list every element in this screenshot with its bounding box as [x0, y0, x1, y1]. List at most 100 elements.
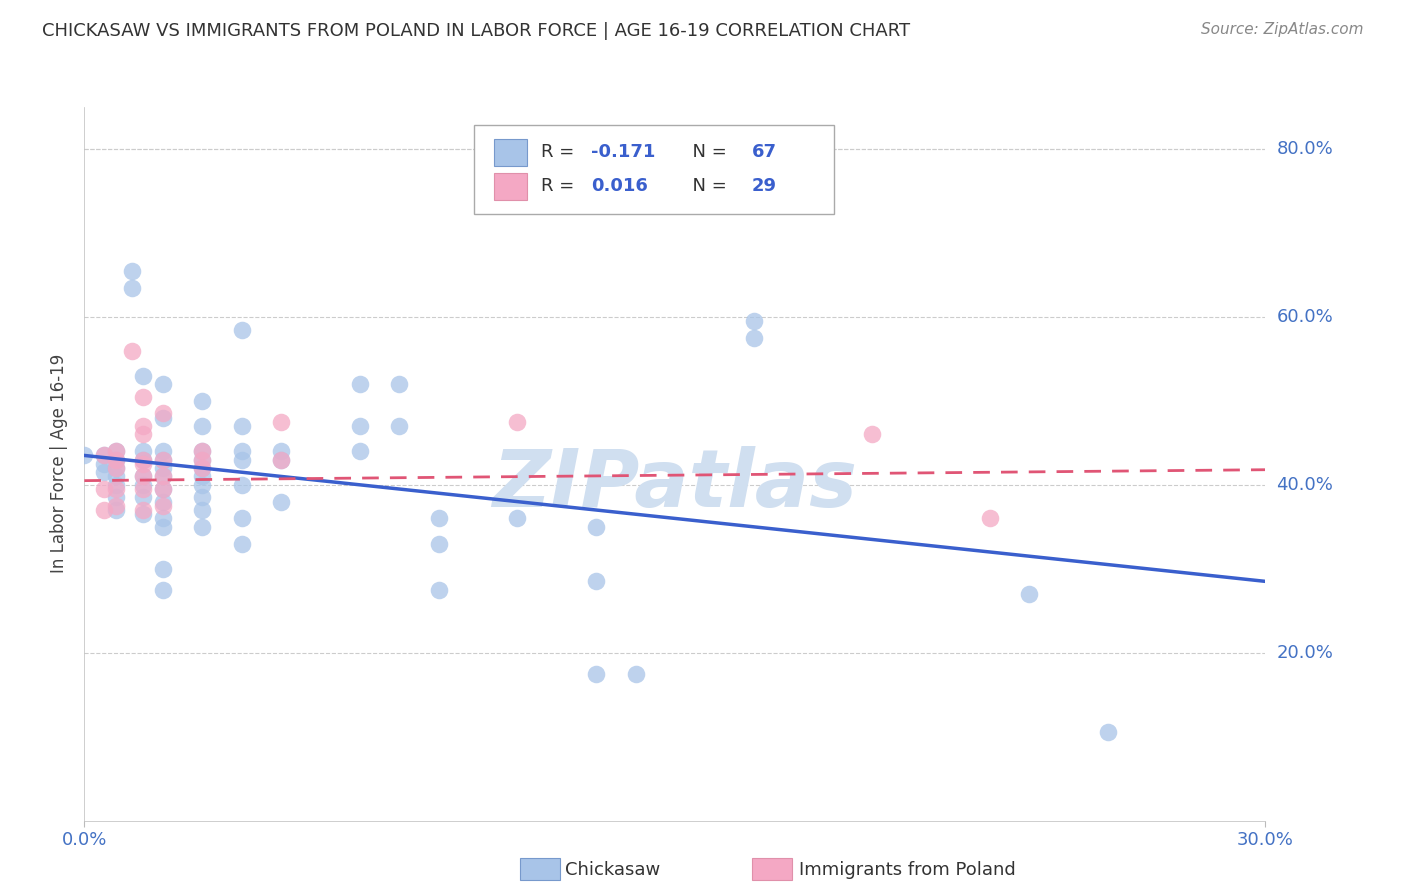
Point — [191, 520, 214, 534]
Point — [104, 503, 127, 517]
Point — [121, 343, 143, 358]
Point — [104, 491, 127, 505]
Point — [132, 457, 155, 471]
Point — [104, 469, 127, 483]
Point — [231, 322, 253, 336]
Point — [132, 478, 155, 492]
Point — [152, 444, 174, 458]
Point — [132, 503, 155, 517]
Point — [585, 666, 607, 681]
Point — [152, 499, 174, 513]
Text: 67: 67 — [752, 143, 776, 161]
Point — [270, 444, 292, 458]
Text: Source: ZipAtlas.com: Source: ZipAtlas.com — [1201, 22, 1364, 37]
Text: 60.0%: 60.0% — [1277, 308, 1333, 326]
Point — [191, 452, 214, 467]
Point — [132, 507, 155, 521]
Point — [104, 452, 127, 467]
Point — [191, 444, 214, 458]
Point — [152, 494, 174, 508]
Text: 0.016: 0.016 — [591, 177, 648, 194]
Point — [152, 452, 174, 467]
Point — [93, 449, 115, 463]
Text: ZIPatlas: ZIPatlas — [492, 446, 858, 524]
Point — [152, 452, 174, 467]
Point — [191, 419, 214, 434]
Point — [104, 444, 127, 458]
Point — [742, 314, 765, 328]
Text: Immigrants from Poland: Immigrants from Poland — [799, 861, 1015, 879]
Point — [270, 452, 292, 467]
Point — [624, 666, 647, 681]
Text: 40.0%: 40.0% — [1277, 475, 1333, 494]
Point — [104, 452, 127, 467]
Point — [104, 444, 127, 458]
Point — [152, 461, 174, 475]
Text: N =: N = — [681, 177, 733, 194]
Text: 20.0%: 20.0% — [1277, 644, 1333, 662]
FancyBboxPatch shape — [474, 125, 834, 214]
Point — [152, 407, 174, 421]
Point — [132, 452, 155, 467]
Point — [152, 562, 174, 576]
Point — [191, 452, 214, 467]
Point — [270, 452, 292, 467]
Point — [152, 377, 174, 392]
Point — [132, 444, 155, 458]
Point — [132, 427, 155, 442]
Point — [349, 377, 371, 392]
Point — [152, 469, 174, 483]
Point — [231, 511, 253, 525]
Text: R =: R = — [541, 143, 581, 161]
Point — [1018, 587, 1040, 601]
Text: 80.0%: 80.0% — [1277, 140, 1333, 158]
Text: Chickasaw: Chickasaw — [565, 861, 661, 879]
Point — [506, 415, 529, 429]
Point — [73, 449, 96, 463]
Point — [132, 368, 155, 383]
Point — [104, 461, 127, 475]
Point — [121, 264, 143, 278]
Point — [427, 511, 450, 525]
Point — [132, 469, 155, 483]
Point — [93, 503, 115, 517]
Point — [93, 449, 115, 463]
Point — [132, 390, 155, 404]
Point — [104, 499, 127, 513]
Point — [427, 536, 450, 550]
Point — [191, 491, 214, 505]
Point — [231, 452, 253, 467]
Point — [191, 393, 214, 408]
FancyBboxPatch shape — [494, 139, 527, 166]
Point — [270, 415, 292, 429]
Point — [152, 469, 174, 483]
Point — [132, 469, 155, 483]
Point — [349, 444, 371, 458]
Point — [152, 410, 174, 425]
Point — [585, 520, 607, 534]
Point — [388, 377, 411, 392]
Point — [152, 511, 174, 525]
Point — [270, 494, 292, 508]
Point — [104, 461, 127, 475]
Point — [585, 574, 607, 589]
Point — [860, 427, 883, 442]
Point — [132, 452, 155, 467]
Point — [979, 511, 1001, 525]
Point — [104, 478, 127, 492]
Point — [349, 419, 371, 434]
Text: CHICKASAW VS IMMIGRANTS FROM POLAND IN LABOR FORCE | AGE 16-19 CORRELATION CHART: CHICKASAW VS IMMIGRANTS FROM POLAND IN L… — [42, 22, 910, 40]
Point — [506, 511, 529, 525]
Point — [231, 536, 253, 550]
Point — [191, 461, 214, 475]
Point — [191, 469, 214, 483]
Point — [191, 461, 214, 475]
Point — [121, 280, 143, 294]
Point — [132, 491, 155, 505]
Point — [152, 520, 174, 534]
Point — [231, 419, 253, 434]
Point — [191, 478, 214, 492]
Text: 29: 29 — [752, 177, 776, 194]
Point — [93, 457, 115, 471]
Point — [132, 482, 155, 496]
